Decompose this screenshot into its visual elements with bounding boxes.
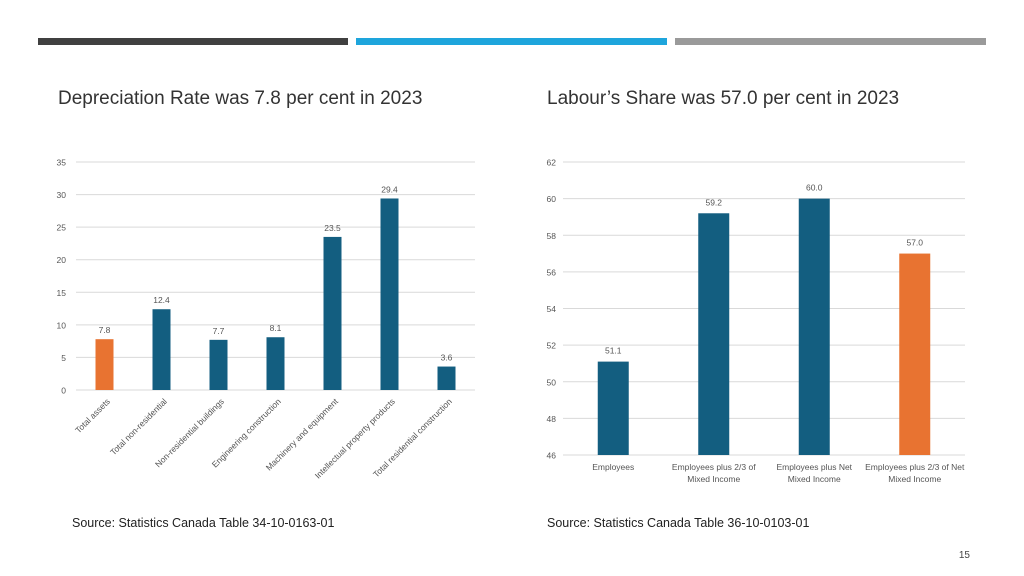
bar — [437, 366, 456, 390]
labour-share-chart-title: Labour’s Share was 57.0 per cent in 2023 — [547, 88, 900, 109]
data-label: 3.6 — [441, 353, 453, 363]
y-tick-label: 60 — [547, 194, 557, 204]
x-tick-label: Mixed Income — [687, 474, 740, 484]
y-tick-label: 30 — [57, 190, 67, 200]
x-tick-label: Total non-residential — [108, 396, 169, 457]
accent-bar-blue — [356, 38, 667, 45]
y-tick-label: 20 — [57, 255, 67, 265]
y-tick-label: 15 — [57, 288, 67, 298]
x-tick-label: Total assets — [73, 396, 112, 435]
y-tick-label: 5 — [61, 353, 66, 363]
y-tick-label: 48 — [547, 414, 557, 424]
x-tick-label: Employees plus Net — [776, 462, 852, 472]
bar — [152, 309, 171, 390]
accent-bar-grey — [675, 38, 986, 45]
bar — [698, 213, 730, 455]
bar — [209, 339, 228, 390]
y-tick-label: 58 — [547, 231, 557, 241]
data-label: 60.0 — [806, 183, 823, 193]
depreciation-rate-chart: 0 5 10 15 20 25 30 35 7.8 Total assets 12.4 Total n… — [57, 158, 475, 481]
x-tick-label: Mixed Income — [788, 474, 841, 484]
y-tick-label: 46 — [547, 451, 557, 461]
data-label: 8.1 — [270, 323, 282, 333]
y-tick-label: 52 — [547, 341, 557, 351]
labour-share-source-note: Source: Statistics Canada Table 36-10-01… — [547, 516, 810, 530]
data-label: 12.4 — [153, 295, 170, 305]
data-label: 7.8 — [99, 325, 111, 335]
bar — [323, 236, 342, 390]
y-tick-label: 10 — [57, 320, 67, 330]
x-tick-label: Employees plus 2/3 of — [672, 462, 756, 472]
bar — [597, 361, 629, 455]
data-label: 7.7 — [213, 326, 225, 336]
bar — [899, 253, 931, 455]
x-tick-label: Employees — [592, 462, 634, 472]
bar — [95, 339, 114, 390]
y-tick-label: 50 — [547, 377, 557, 387]
y-tick-label: 62 — [547, 158, 557, 168]
data-label: 51.1 — [605, 346, 622, 356]
x-tick-label: Employees plus 2/3 of Net — [865, 462, 965, 472]
y-tick-label: 25 — [57, 223, 67, 233]
y-tick-label: 35 — [57, 158, 67, 168]
bar — [380, 198, 399, 390]
data-label: 29.4 — [381, 184, 398, 194]
data-label: 57.0 — [906, 238, 923, 248]
data-label: 59.2 — [705, 197, 722, 207]
y-tick-label: 0 — [61, 386, 66, 396]
y-tick-label: 56 — [547, 267, 557, 277]
depreciation-chart-title: Depreciation Rate was 7.8 per cent in 20… — [58, 88, 423, 109]
labour-share-chart: 46 48 50 52 54 56 58 60 62 51.1 Employees 59.2 Emplo… — [547, 158, 965, 484]
accent-bar-dark — [38, 38, 348, 45]
page-number: 15 — [958, 550, 970, 561]
y-tick-label: 54 — [547, 304, 557, 314]
x-tick-label: Mixed Income — [888, 474, 941, 484]
data-label: 23.5 — [324, 223, 341, 233]
depreciation-source-note: Source: Statistics Canada Table 34-10-01… — [72, 516, 335, 530]
bar — [266, 337, 285, 390]
bar — [798, 198, 830, 455]
